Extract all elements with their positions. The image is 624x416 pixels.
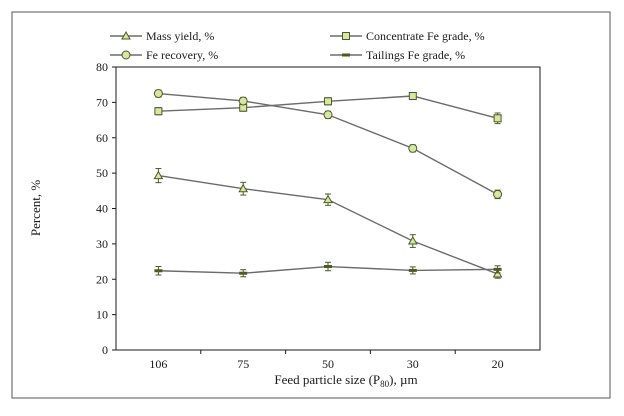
y-tick-label: 30 <box>96 237 108 251</box>
x-tick-label: 50 <box>322 357 334 371</box>
chart-frame <box>11 11 611 399</box>
data-point <box>324 97 332 106</box>
x-tick-label: 20 <box>492 357 504 371</box>
legend-marker <box>121 50 131 60</box>
data-point <box>239 271 248 275</box>
y-tick-label: 70 <box>96 95 108 109</box>
x-tick-label: 75 <box>237 357 249 371</box>
y-tick-label: 50 <box>96 166 108 180</box>
x-tick-label: 30 <box>407 357 419 371</box>
data-point <box>153 170 164 180</box>
x-axis-label: Feed particle size (P80), µm <box>274 372 417 389</box>
data-point <box>408 92 417 101</box>
data-point <box>323 194 333 204</box>
y-tick-label: 0 <box>102 343 108 357</box>
series-1 <box>153 168 503 279</box>
data-point <box>408 143 418 153</box>
series-4 <box>154 261 502 278</box>
y-tick-label: 80 <box>96 60 108 74</box>
chart-axes: 0 10 20 30 40 50 60 70 80 106 75 50 30 20 <box>96 60 541 371</box>
chart-legend: Mass yield, % Concentrate Fe grade, % Fe r… <box>110 29 485 62</box>
series-3 <box>153 89 503 200</box>
data-point <box>323 110 333 120</box>
series-2 <box>154 91 502 125</box>
data-point <box>493 267 502 271</box>
legend-item: Mass yield, % <box>110 29 214 43</box>
y-tick-label: 60 <box>96 131 108 145</box>
data-point <box>153 89 163 99</box>
legend-marker <box>342 53 350 57</box>
legend-item: Fe recovery, % <box>110 48 218 62</box>
plot-area <box>153 89 503 279</box>
data-point <box>492 268 503 278</box>
legend-marker <box>342 32 350 40</box>
legend-label: Concentrate Fe grade, % <box>366 29 485 43</box>
y-tick-label: 20 <box>96 272 108 286</box>
data-point <box>493 189 503 199</box>
data-point <box>493 114 502 123</box>
y-tick-label: 10 <box>96 308 108 322</box>
data-point <box>408 268 417 272</box>
x-tick-label: 106 <box>149 357 167 371</box>
legend-label: Mass yield, % <box>146 29 214 43</box>
y-axis-label: Percent, % <box>28 180 43 236</box>
legend-item: Concentrate Fe grade, % <box>330 29 485 43</box>
legend-label: Tailings Fe grade, % <box>366 48 465 62</box>
legend-item: Tailings Fe grade, % <box>330 48 465 62</box>
data-point <box>154 107 163 116</box>
data-point <box>238 183 249 193</box>
data-point <box>324 265 332 269</box>
y-tick-label: 40 <box>96 202 108 216</box>
legend-label: Fe recovery, % <box>146 48 218 62</box>
data-point <box>238 96 248 106</box>
legend-marker <box>121 30 131 40</box>
data-point <box>154 269 163 273</box>
data-point <box>407 236 418 245</box>
